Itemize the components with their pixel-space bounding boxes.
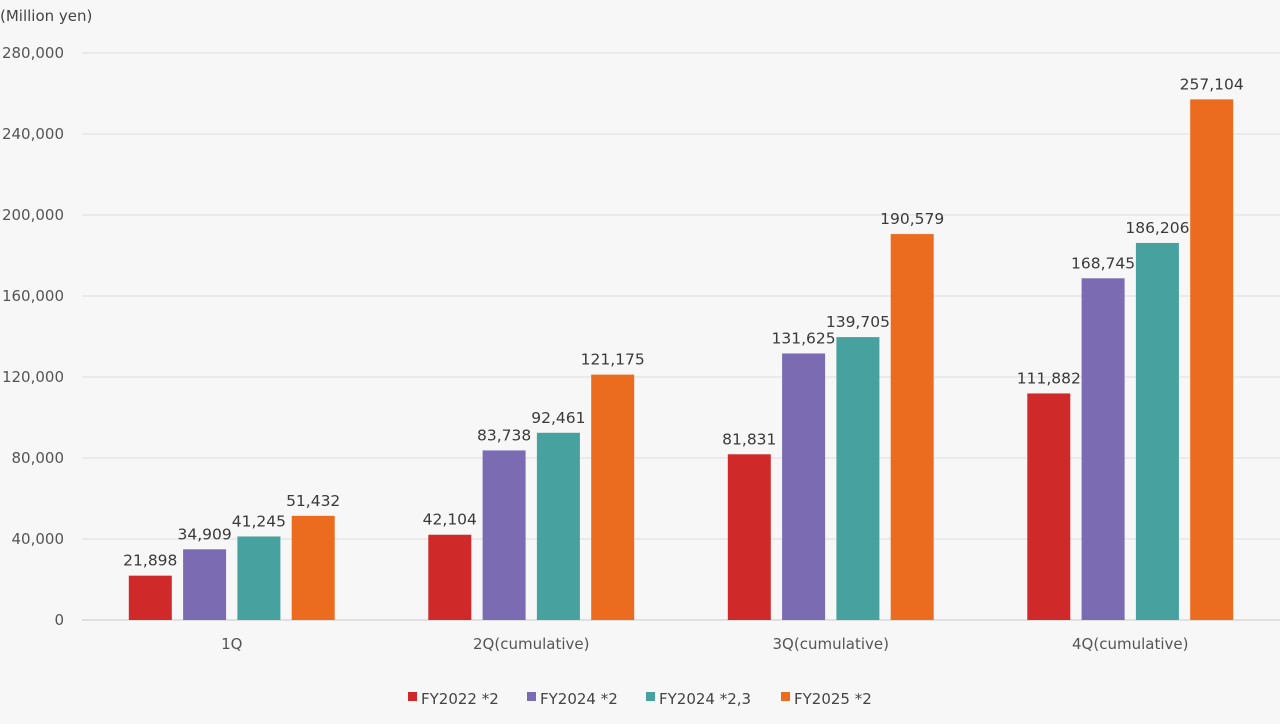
bar bbox=[836, 337, 880, 620]
bar bbox=[727, 454, 771, 620]
legend-swatch bbox=[408, 692, 417, 701]
bar bbox=[1027, 393, 1071, 620]
data-label: 83,738 bbox=[477, 426, 531, 444]
bar bbox=[291, 515, 335, 620]
x-tick-label: 3Q(cumulative) bbox=[773, 635, 889, 653]
legend-label: FY2024 *2,3 bbox=[659, 690, 751, 708]
bar bbox=[1190, 99, 1234, 621]
data-label: 111,882 bbox=[1017, 369, 1081, 387]
bar bbox=[183, 549, 227, 620]
data-label: 81,831 bbox=[722, 430, 776, 448]
data-label: 168,745 bbox=[1071, 254, 1135, 272]
x-tick-label: 4Q(cumulative) bbox=[1072, 635, 1188, 653]
legend: FY2022 *2 FY2024 *2 FY2024 *2,3 FY2025 *2 bbox=[408, 690, 872, 708]
x-tick-label: 1Q bbox=[221, 635, 242, 653]
y-tick-label: 160,000 bbox=[2, 287, 64, 305]
legend-label: FY2022 *2 bbox=[421, 690, 499, 708]
bar bbox=[1081, 278, 1125, 620]
y-tick-label: 0 bbox=[54, 611, 64, 629]
legend-swatch bbox=[646, 692, 655, 701]
data-label: 139,705 bbox=[826, 313, 890, 331]
y-tick-label: 80,000 bbox=[12, 449, 65, 467]
legend-label: FY2025 *2 bbox=[794, 690, 872, 708]
bar bbox=[782, 353, 826, 620]
bar bbox=[1135, 242, 1179, 620]
data-label: 186,206 bbox=[1125, 219, 1189, 237]
legend-label: FY2024 *2 bbox=[540, 690, 618, 708]
bar bbox=[890, 234, 934, 621]
x-tick-label: 2Q(cumulative) bbox=[473, 635, 589, 653]
bar bbox=[237, 536, 281, 620]
data-label: 34,909 bbox=[177, 525, 231, 543]
bar bbox=[482, 450, 526, 620]
bar bbox=[128, 575, 172, 620]
y-axis-unit-label: (Million yen) bbox=[0, 7, 92, 25]
y-tick-label: 120,000 bbox=[2, 368, 64, 386]
data-label: 121,175 bbox=[581, 351, 645, 369]
data-label: 21,898 bbox=[123, 552, 177, 570]
legend-swatch bbox=[527, 692, 536, 701]
y-tick-label: 280,000 bbox=[2, 44, 64, 62]
data-label: 41,245 bbox=[232, 512, 286, 530]
y-axis-ticks: 0 40,000 80,000 120,000 160,000 200,000 240,00… bbox=[2, 44, 64, 629]
bar bbox=[536, 432, 580, 620]
data-label: 42,104 bbox=[423, 511, 477, 529]
y-tick-label: 40,000 bbox=[12, 530, 65, 548]
x-axis-ticks: 1Q 2Q(cumulative) 3Q(cumulative) 4Q(cumulat… bbox=[221, 635, 1188, 653]
bars bbox=[128, 99, 1234, 621]
data-label: 51,432 bbox=[286, 492, 340, 510]
legend-swatch bbox=[781, 692, 790, 701]
data-label: 92,461 bbox=[531, 409, 585, 427]
data-label: 190,579 bbox=[880, 210, 944, 228]
bar bbox=[591, 374, 635, 620]
gridlines bbox=[82, 52, 1280, 621]
y-tick-label: 200,000 bbox=[2, 206, 64, 224]
data-label: 257,104 bbox=[1180, 75, 1244, 93]
bar bbox=[428, 534, 472, 620]
y-tick-label: 240,000 bbox=[2, 125, 64, 143]
data-label: 131,625 bbox=[772, 329, 836, 347]
